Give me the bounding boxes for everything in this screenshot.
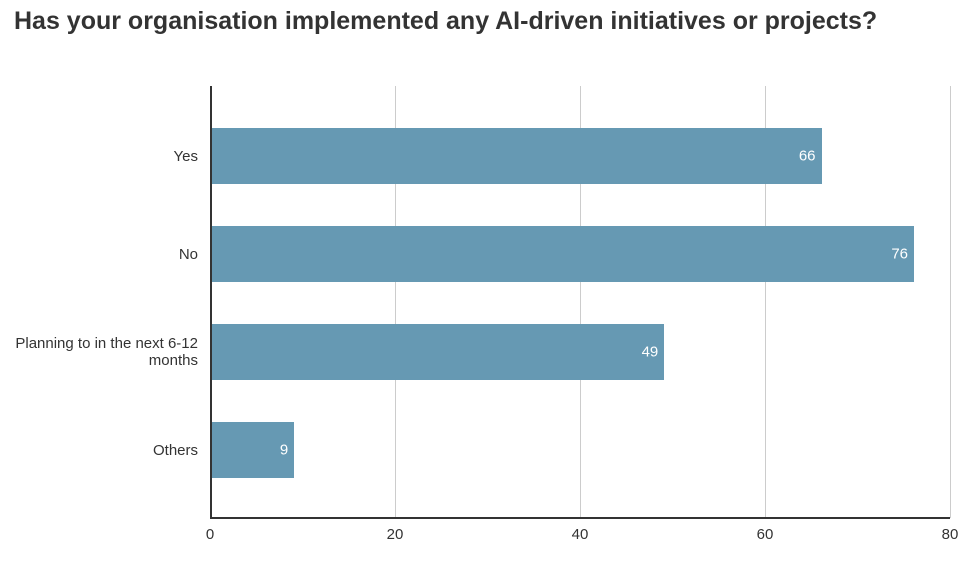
x-axis-tick-label: 60 <box>757 526 774 543</box>
chart-title: Has your organisation implemented any AI… <box>14 6 952 36</box>
bar: 66 <box>211 128 822 184</box>
bar: 9 <box>211 422 294 478</box>
x-axis-tick-label: 0 <box>206 526 214 543</box>
x-axis-line <box>210 517 950 519</box>
bar: 49 <box>211 324 664 380</box>
x-axis-tick-label: 20 <box>387 526 404 543</box>
plot-area: 02040608066Yes76No49Planning to in the n… <box>210 86 950 518</box>
grid-line <box>950 86 951 518</box>
bar-chart: 02040608066Yes76No49Planning to in the n… <box>210 86 950 518</box>
bar: 76 <box>211 226 914 282</box>
bar-value-label: 49 <box>642 344 659 361</box>
y-axis-line <box>210 86 212 518</box>
bar-value-label: 66 <box>799 148 816 165</box>
bar-value-label: 76 <box>891 246 908 263</box>
x-axis-tick-label: 40 <box>572 526 589 543</box>
bar-value-label: 9 <box>280 442 288 459</box>
x-axis-tick-label: 80 <box>942 526 959 543</box>
y-axis-category-label: Yes <box>12 148 198 165</box>
y-axis-category-label: No <box>12 246 198 263</box>
y-axis-category-label: Planning to in the next 6-12 months <box>12 335 198 370</box>
y-axis-category-label: Others <box>12 442 198 459</box>
